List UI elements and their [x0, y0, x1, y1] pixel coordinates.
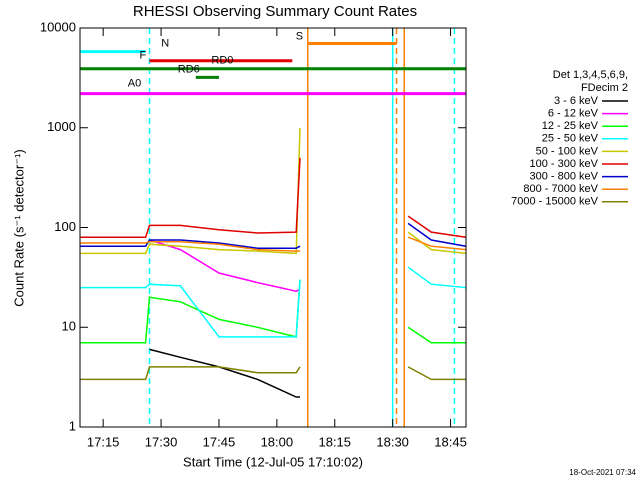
x-tick-label: 18:45 [434, 434, 467, 449]
x-axis-label: Start Time (12-Jul-05 17:10:02) [183, 454, 363, 469]
y-tick-label: 10 [62, 319, 76, 334]
annotation-label: F [139, 50, 146, 62]
annotation-label: A0 [128, 77, 141, 89]
annotation-label: N [161, 38, 169, 50]
annotation-label: RD6 [178, 63, 200, 75]
legend-label: 7000 - 15000 keV [511, 196, 599, 208]
legend-label: 800 - 7000 keV [523, 183, 598, 195]
y-tick-label: 1 [69, 418, 76, 433]
y-tick-label: 1000 [47, 119, 76, 134]
x-tick-label: 18:00 [261, 434, 294, 449]
series-line [80, 236, 467, 252]
legend-label: 6 - 12 keV [548, 108, 599, 120]
footer: 18-Oct-2021 07:34 [569, 468, 636, 477]
legend-label: 12 - 25 keV [542, 120, 599, 132]
series-line [80, 366, 466, 381]
legend-title: FDecim 2 [581, 82, 628, 94]
x-tick-label: 18:15 [318, 434, 351, 449]
legend-label: 25 - 50 keV [542, 133, 599, 145]
series-line [149, 348, 300, 398]
annotation-label: RD0 [211, 55, 233, 67]
y-tick-label: 100 [54, 219, 76, 234]
x-tick-label: 18:30 [376, 434, 409, 449]
x-tick-label: 17:45 [203, 434, 236, 449]
series-line [149, 239, 301, 292]
chart-title: RHESSI Observing Summary Count Rates [133, 3, 417, 20]
legend-label: 50 - 100 keV [536, 145, 599, 157]
series-line [80, 157, 467, 238]
legend-label: 300 - 800 keV [530, 171, 599, 183]
legend-label: 100 - 300 keV [530, 158, 599, 170]
x-tick-label: 17:30 [145, 434, 178, 449]
x-tick-label: 17:15 [87, 434, 120, 449]
series-line [80, 279, 466, 344]
series-line [80, 222, 467, 249]
y-tick-label: 10000 [40, 19, 76, 34]
series-line [80, 127, 467, 255]
y-axis-label: Count Rate (s⁻¹ detector⁻¹) [11, 149, 26, 307]
annotation-label: S [296, 30, 303, 42]
series-line [80, 266, 467, 338]
legend-title: Det 1,3,4,5,6,9, [553, 69, 628, 81]
legend-label: 3 - 6 keV [554, 95, 599, 107]
